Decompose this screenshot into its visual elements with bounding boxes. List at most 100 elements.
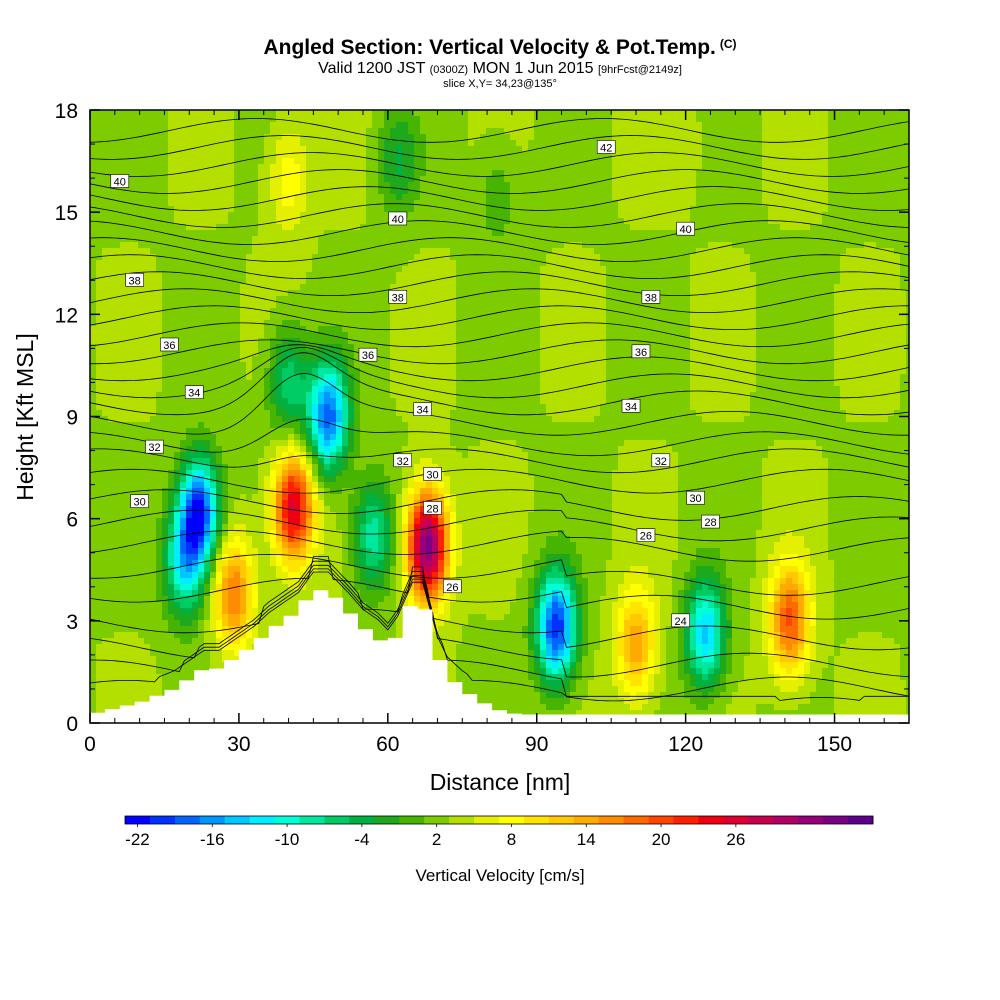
velocity-cell <box>468 182 475 189</box>
velocity-cell <box>132 218 139 225</box>
velocity-cell <box>858 158 865 165</box>
velocity-cell <box>894 134 901 141</box>
velocity-cell <box>900 200 907 207</box>
velocity-cell <box>402 266 409 273</box>
velocity-cell <box>738 296 745 303</box>
velocity-cell <box>468 170 475 177</box>
velocity-cell <box>888 170 895 177</box>
velocity-cell <box>624 158 631 165</box>
velocity-cell <box>876 140 883 147</box>
velocity-cell <box>162 218 169 225</box>
velocity-cell <box>576 140 583 147</box>
velocity-cell <box>294 302 301 309</box>
velocity-cell <box>480 260 487 267</box>
velocity-cell <box>630 212 637 219</box>
velocity-cell <box>828 248 835 255</box>
velocity-cell <box>696 122 703 129</box>
velocity-cell <box>714 194 721 201</box>
velocity-cell <box>816 110 823 117</box>
velocity-cell <box>264 188 271 195</box>
velocity-cell <box>834 248 841 255</box>
velocity-cell <box>276 320 283 327</box>
velocity-cell <box>864 164 871 171</box>
velocity-cell <box>558 284 565 291</box>
velocity-cell <box>342 230 349 237</box>
velocity-cell <box>618 122 625 129</box>
velocity-cell <box>678 248 685 255</box>
velocity-cell <box>546 278 553 285</box>
velocity-cell <box>168 194 175 201</box>
velocity-cell <box>270 200 277 207</box>
velocity-cell <box>312 110 319 117</box>
velocity-cell <box>792 266 799 273</box>
velocity-cell <box>162 320 169 327</box>
velocity-cell <box>444 296 451 303</box>
velocity-cell <box>642 110 649 117</box>
velocity-cell <box>708 218 715 225</box>
velocity-cell <box>792 260 799 267</box>
velocity-cell <box>96 248 103 255</box>
velocity-cell <box>642 134 649 141</box>
velocity-cell <box>678 158 685 165</box>
velocity-cell <box>390 248 397 255</box>
velocity-cell <box>456 182 463 189</box>
velocity-cell <box>870 284 877 291</box>
velocity-cell <box>822 176 829 183</box>
velocity-cell <box>354 182 361 189</box>
velocity-cell <box>720 284 727 291</box>
velocity-cell <box>816 242 823 249</box>
velocity-cell <box>228 284 235 291</box>
velocity-cell <box>192 170 199 177</box>
velocity-cell <box>510 146 517 153</box>
velocity-cell <box>780 272 787 279</box>
velocity-cell <box>636 146 643 153</box>
velocity-cell <box>426 134 433 141</box>
velocity-cell <box>456 236 463 243</box>
velocity-cell <box>462 206 469 213</box>
velocity-cell <box>126 188 133 195</box>
velocity-cell <box>822 266 829 273</box>
velocity-cell <box>552 266 559 273</box>
velocity-cell <box>240 314 247 321</box>
velocity-cell <box>96 122 103 129</box>
velocity-cell <box>168 176 175 183</box>
velocity-cell <box>126 176 133 183</box>
velocity-cell <box>726 260 733 267</box>
velocity-cell <box>510 278 517 285</box>
velocity-cell <box>672 158 679 165</box>
velocity-cell <box>102 326 109 333</box>
velocity-cell <box>594 308 601 315</box>
velocity-cell <box>546 146 553 153</box>
velocity-cell <box>186 314 193 321</box>
velocity-cell <box>660 212 667 219</box>
velocity-cell <box>114 278 121 285</box>
velocity-cell <box>576 314 583 321</box>
velocity-cell <box>420 290 427 297</box>
velocity-cell <box>780 290 787 297</box>
velocity-cell <box>96 260 103 267</box>
velocity-cell <box>546 206 553 213</box>
velocity-cell <box>150 248 157 255</box>
velocity-cell <box>588 128 595 135</box>
velocity-cell <box>396 128 403 135</box>
velocity-cell <box>102 152 109 159</box>
velocity-cell <box>510 188 517 195</box>
velocity-cell <box>462 152 469 159</box>
velocity-cell <box>120 116 127 123</box>
velocity-cell <box>540 110 547 117</box>
velocity-cell <box>888 284 895 291</box>
velocity-cell <box>504 320 511 327</box>
velocity-cell <box>510 176 517 183</box>
velocity-cell <box>228 134 235 141</box>
velocity-cell <box>120 314 127 321</box>
velocity-cell <box>168 170 175 177</box>
velocity-cell <box>534 308 541 315</box>
velocity-cell <box>612 188 619 195</box>
velocity-cell <box>228 110 235 117</box>
velocity-cell <box>522 272 529 279</box>
velocity-cell <box>612 110 619 117</box>
velocity-cell <box>372 242 379 249</box>
velocity-cell <box>408 212 415 219</box>
velocity-cell <box>762 314 769 321</box>
velocity-cell <box>90 140 97 147</box>
